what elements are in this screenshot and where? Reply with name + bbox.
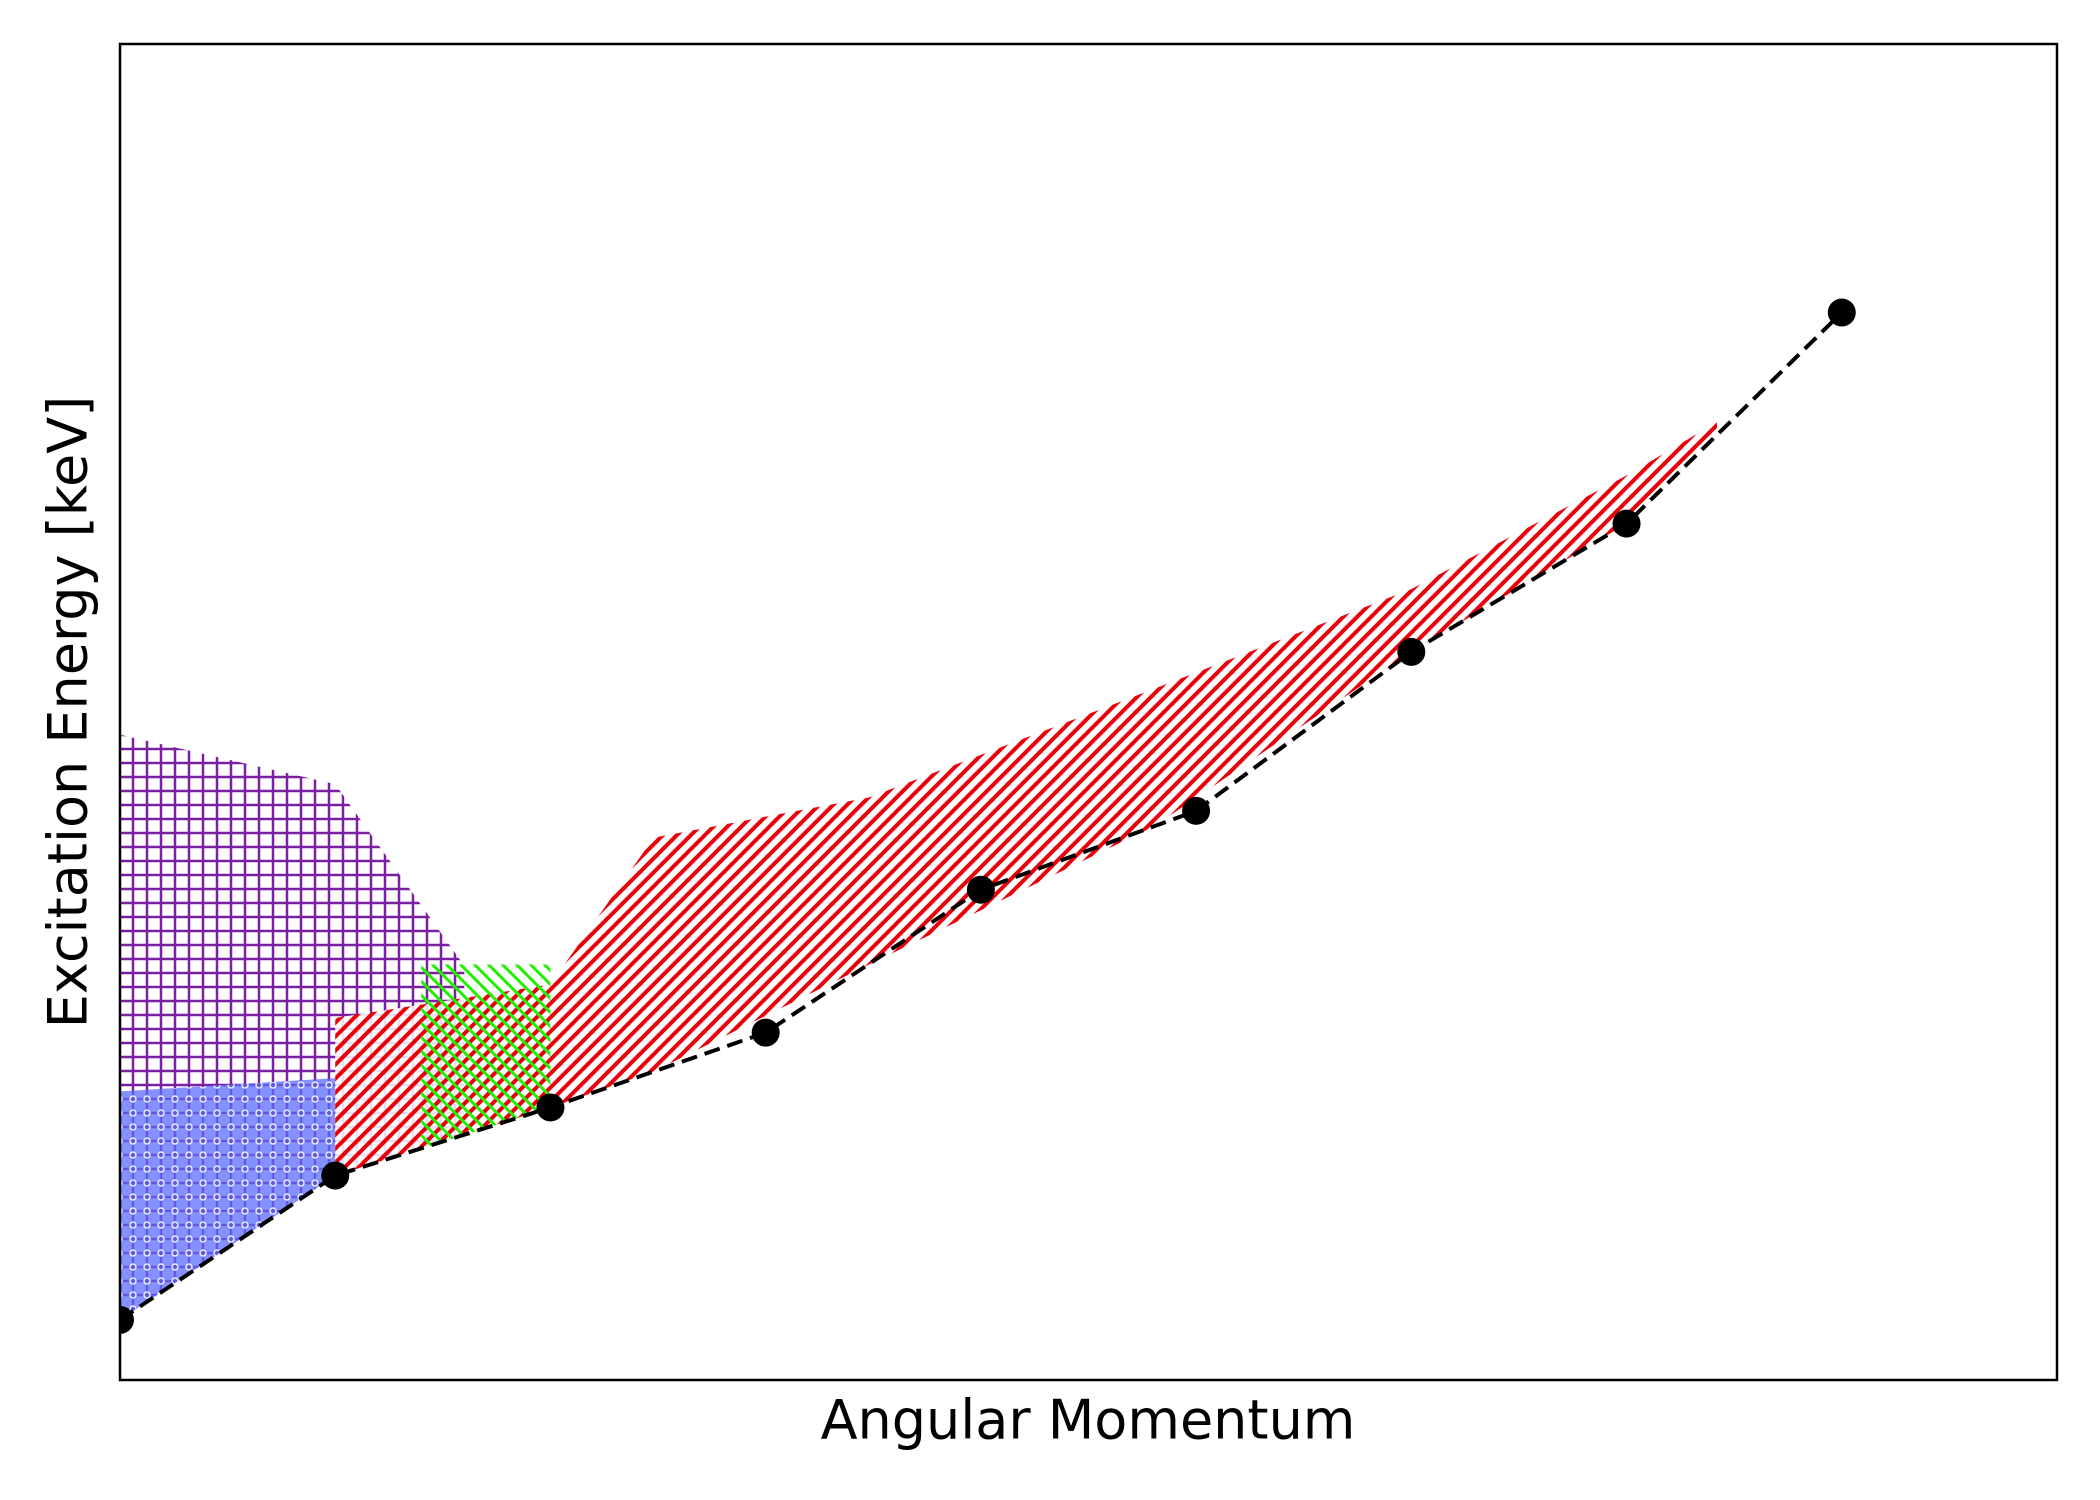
marker <box>321 1161 350 1190</box>
y-axis-label: Excitation Energy [keV] <box>37 396 100 1029</box>
plot-area <box>120 298 1856 1334</box>
marker <box>966 875 995 904</box>
marker <box>751 1018 780 1047</box>
marker <box>1397 637 1426 666</box>
marker <box>120 1305 134 1334</box>
hatched-region <box>421 964 551 1149</box>
hatched-region <box>120 1078 336 1320</box>
marker <box>536 1093 565 1122</box>
x-axis-label: Angular Momentum <box>821 1389 1356 1452</box>
marker <box>1827 298 1856 327</box>
axes-frame <box>118 42 2059 1382</box>
hatched-region <box>335 422 1717 1176</box>
marker <box>1612 509 1641 538</box>
marker <box>1182 796 1211 825</box>
